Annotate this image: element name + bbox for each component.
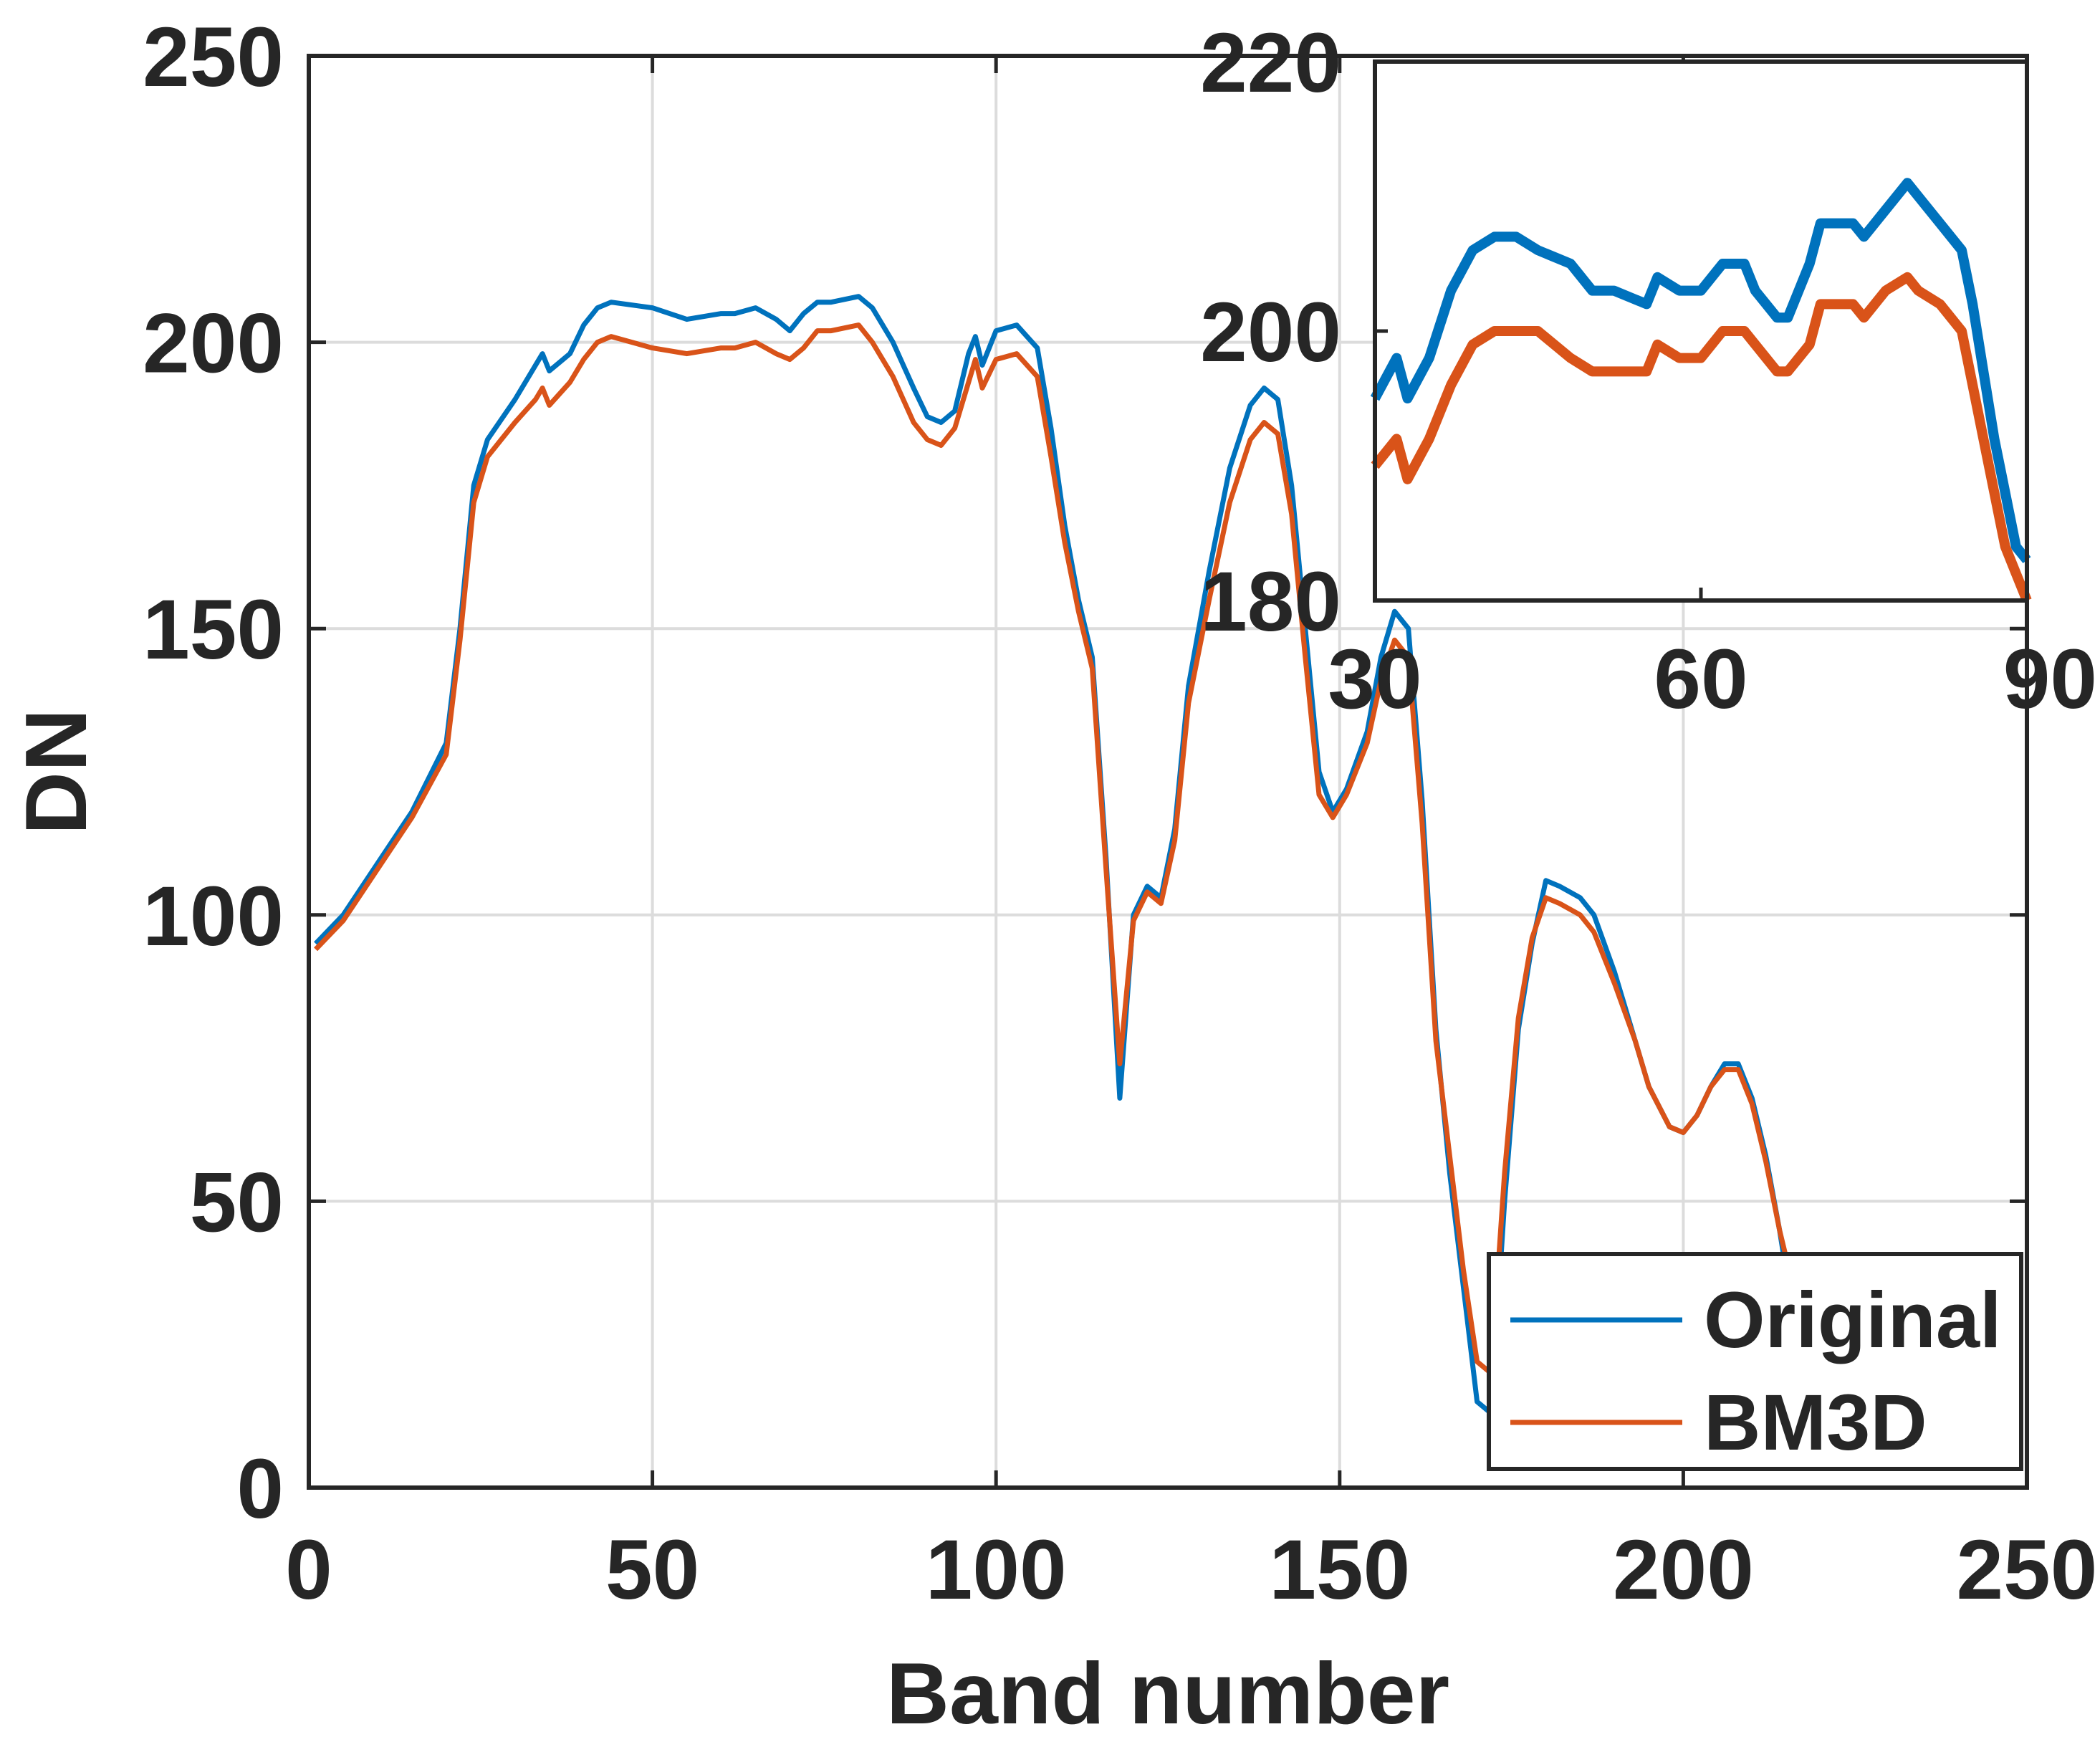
series-line-bm3d	[314, 322, 1810, 1376]
inset-x-tick-label: 90	[2003, 632, 2097, 727]
y-tick-label: 250	[143, 10, 284, 105]
y-tick-label: 50	[190, 1155, 284, 1250]
inset-ticks: 30 60 90 180 200 220	[1200, 16, 2097, 727]
inset-x-tick-label: 60	[1654, 632, 1747, 727]
inset-x-tick-label: 30	[1328, 632, 1421, 727]
y-tick-label: 100	[143, 869, 284, 964]
inset-background	[1375, 62, 2027, 600]
main-ticks: 0 50 100 150 200 250 0 50 100 150 200 250	[143, 10, 2097, 1617]
inset-y-tick-label: 200	[1200, 285, 1341, 380]
inset-series-line-bm3d	[1371, 272, 2032, 603]
y-tick-label: 150	[143, 583, 284, 677]
x-tick-label: 150	[1269, 1523, 1410, 1617]
inset-series-line-original	[1370, 178, 2031, 564]
y-tick-label: 0	[236, 1442, 284, 1536]
inset-y-tick-label: 220	[1200, 16, 1341, 110]
x-tick-label: 0	[285, 1523, 332, 1617]
x-tick-label: 250	[1957, 1523, 2098, 1617]
y-tick-label: 200	[143, 297, 284, 391]
inset-plot-lines	[1370, 178, 2032, 603]
main-axes-frame	[307, 54, 2029, 1490]
x-axis-title: Band number	[886, 1645, 1449, 1742]
y-axis-title: DN	[7, 709, 105, 835]
x-tick-label: 100	[926, 1523, 1067, 1617]
inset-y-tick-label: 180	[1200, 555, 1341, 649]
main-chart: 0 50 100 150 200 250 0 50 100 150 200 250 Band numb…	[7, 10, 2097, 1742]
inset-chart: 30 60 90 180 200 220	[1200, 16, 2097, 727]
legend-label-bm3d: BM3D	[1704, 1379, 1927, 1467]
legend: Original BM3D	[1487, 1252, 2023, 1471]
legend-box	[1487, 1252, 2023, 1471]
legend-label-original: Original	[1704, 1276, 2002, 1364]
x-tick-label: 50	[605, 1523, 699, 1617]
x-tick-label: 200	[1613, 1523, 1754, 1617]
main-plot-lines	[314, 294, 1810, 1416]
